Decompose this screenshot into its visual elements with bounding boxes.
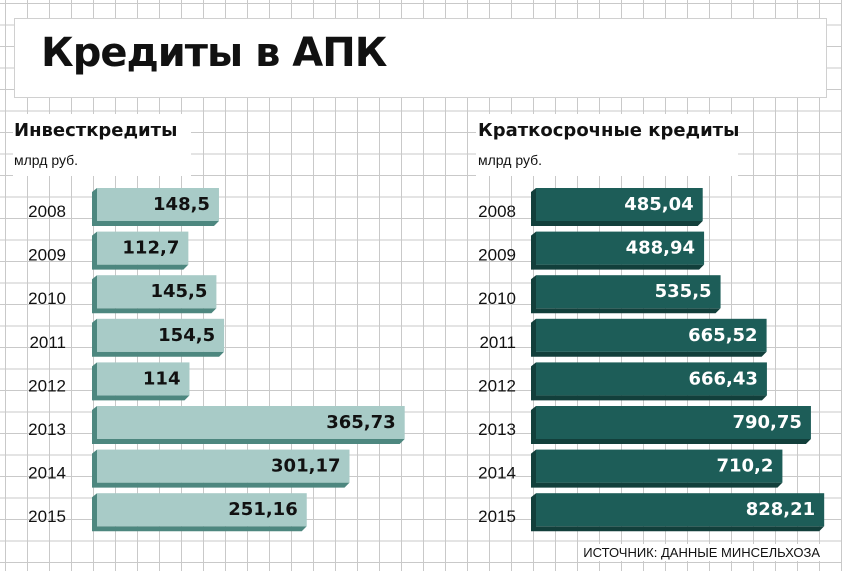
left-year-label-2015: 2015 [28,507,66,526]
right-bar-2015 [536,493,825,527]
right-bar-2013 [536,406,811,439]
right-chart-unit: млрд руб. [478,152,543,168]
right-year-label-2010: 2010 [478,289,516,308]
left-bar-shadow-2015 [92,493,307,532]
left-bar-shadow-2010 [92,275,217,314]
left-value-label-2012: 114 [143,368,181,389]
right-bar-shadow-2013 [531,406,811,444]
right-bar-shadow-2012 [531,362,767,401]
right-year-label-2009: 2009 [478,246,516,265]
right-value-label-2008: 485,04 [624,194,693,215]
left-year-label-2008: 2008 [28,202,66,221]
left-bar-2014 [97,449,350,483]
right-value-label-2009: 488,94 [626,238,695,259]
left-year-label-2013: 2013 [28,420,66,439]
left-year-label-2010: 2010 [28,289,66,308]
left-bar-shadow-2013 [92,406,405,444]
left-value-label-2011: 154,5 [158,325,215,346]
left-year-label-2009: 2009 [28,246,66,265]
left-chart-unit: млрд руб. [14,152,79,168]
right-bar-chart: 485,04 2008 488,94 2009 535,5 2010 665,52 2011 6… [478,188,825,532]
right-value-label-2010: 535,5 [655,281,712,302]
left-bar-2015 [97,493,307,527]
right-year-label-2014: 2014 [478,464,516,483]
left-chart-title: Инвесткредиты [14,120,178,141]
left-bar-shadow-2008 [92,188,219,226]
left-bar-2010 [97,275,217,309]
left-bar-2008 [97,188,219,221]
right-bar-2012 [536,362,767,396]
left-bar-shadow-2009 [92,231,189,270]
right-value-label-2012: 666,43 [688,368,757,389]
left-value-label-2015: 251,16 [228,499,297,520]
left-bar-shadow-2014 [92,449,350,488]
right-bar-shadow-2011 [531,318,767,357]
left-bar-shadow-2011 [92,318,225,357]
source-note: ИСТОЧНИК: ДАННЫЕ МИНСЕЛЬХОЗА [579,544,824,561]
left-bar-2009 [97,231,189,265]
left-label-strip [13,114,191,176]
right-bar-shadow-2014 [531,449,783,488]
right-value-label-2015: 828,21 [746,499,815,520]
right-value-label-2014: 710,2 [716,456,773,477]
right-bar-shadow-2008 [531,188,703,226]
left-bar-shadow-2012 [92,362,190,401]
left-year-label-2014: 2014 [28,464,66,483]
left-value-label-2014: 301,17 [271,456,340,477]
left-year-label-2012: 2012 [28,376,66,395]
right-bar-2014 [536,449,783,483]
right-bar-2010 [536,275,721,309]
right-year-label-2012: 2012 [478,376,516,395]
right-bar-2009 [536,231,705,265]
left-bar-2013 [97,406,405,439]
title-box [14,18,827,98]
right-value-label-2013: 790,75 [732,412,801,433]
right-bar-2008 [536,188,703,221]
right-bar-shadow-2015 [531,493,825,532]
left-year-label-2011: 2011 [29,333,66,352]
right-bar-shadow-2010 [531,275,721,314]
left-bar-chart: 148,5 2008 112,7 2009 145,5 2010 154,5 2011 114 2… [28,188,405,532]
right-bar-2011 [536,318,767,352]
page-title: Кредиты в АПК [41,30,387,76]
right-bar-shadow-2009 [531,231,705,270]
right-year-label-2013: 2013 [478,420,516,439]
right-chart-title: Краткосрочные кредиты [478,120,740,141]
left-bar-2011 [97,318,225,352]
right-year-label-2008: 2008 [478,202,516,221]
left-value-label-2009: 112,7 [122,238,179,259]
left-value-label-2008: 148,5 [153,194,210,215]
right-label-strip [476,114,738,176]
right-year-label-2015: 2015 [478,507,516,526]
left-value-label-2013: 365,73 [326,412,395,433]
left-value-label-2010: 145,5 [150,281,207,302]
right-year-label-2011: 2011 [479,333,516,352]
left-bar-2012 [97,362,190,396]
right-value-label-2011: 665,52 [688,325,757,346]
